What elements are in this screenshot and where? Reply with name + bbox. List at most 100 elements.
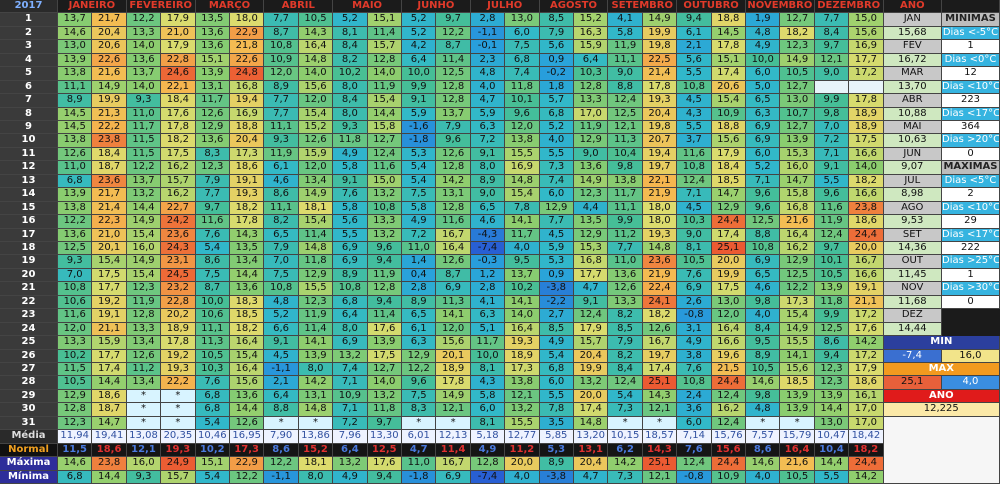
- temp-cell: 11,6: [436, 215, 471, 229]
- temp-cell: 12,0: [505, 121, 540, 135]
- temp-cell: 12,3: [814, 363, 850, 377]
- temp-cell: 17,8: [161, 336, 196, 350]
- temp-cell: 12,9: [539, 201, 574, 216]
- temp-cell: 11,1: [195, 322, 230, 337]
- temp-cell: 11,0: [58, 161, 93, 175]
- temp-cell: 10,7: [780, 107, 815, 121]
- temp-cell: 9,6: [746, 188, 781, 202]
- temp-cell: 9,6: [402, 376, 437, 390]
- day-label: 28: [0, 376, 58, 390]
- side-stat-value: 2: [942, 188, 1000, 202]
- temp-cell: 8,6: [814, 336, 850, 350]
- temp-cell: 9,1: [333, 174, 368, 189]
- temp-cell: 10,1: [505, 94, 540, 108]
- temp-cell: 14,7: [92, 416, 127, 431]
- temp-cell: 18,0: [642, 201, 678, 216]
- summary-cell: 13,30: [367, 430, 402, 444]
- temp-cell: 19,3: [642, 228, 678, 242]
- temp-cell: 17,5: [161, 147, 196, 162]
- temp-cell: 6,0: [746, 67, 781, 81]
- temp-cell: 12,0: [298, 94, 334, 108]
- temp-cell: 13,2: [505, 403, 540, 417]
- temp-cell: -4,3: [470, 228, 506, 242]
- summary-cell: 11,0: [402, 457, 437, 471]
- day-label: 9: [0, 121, 58, 135]
- temp-cell: 6,0: [470, 403, 506, 417]
- temp-cell: 12,6: [436, 147, 471, 162]
- temp-cell: 18,2: [642, 309, 678, 323]
- temp-cell: 4,1: [608, 13, 643, 27]
- temp-cell: 13,9: [814, 282, 850, 296]
- temp-cell: 17,9: [574, 322, 609, 337]
- temp-cell: 9,7: [367, 416, 402, 431]
- temp-cell: 16,2: [161, 161, 196, 175]
- summary-cell: 10,2: [195, 443, 230, 458]
- temp-cell: 9,6: [505, 107, 540, 121]
- max-value: 4,0: [941, 376, 1000, 390]
- temp-cell: 13,8: [58, 134, 93, 148]
- month-header: MAIO: [333, 0, 402, 14]
- temp-cell: 8,8: [608, 80, 643, 95]
- temp-cell: 6,3: [470, 121, 506, 135]
- month-header: JUNHO: [402, 0, 471, 14]
- summary-cell: 15,79: [780, 430, 815, 444]
- day-label: 25: [0, 336, 58, 350]
- side-month: JUL: [883, 174, 942, 189]
- temp-cell: 10,5: [780, 67, 815, 81]
- side-stat-value: 1: [942, 268, 1000, 283]
- side-stat-label: Dias <-5°C: [942, 26, 1000, 41]
- temp-cell: 10,8: [677, 80, 712, 95]
- temp-cell: 13,0: [780, 94, 815, 108]
- month-header: DEZEMBRO: [814, 0, 884, 14]
- temp-cell: 13,3: [608, 295, 643, 310]
- temp-cell: 12,6: [195, 107, 230, 121]
- temp-cell: 4,2: [402, 40, 437, 54]
- temp-cell: 19,3: [642, 94, 678, 108]
- temp-cell: 11,1: [264, 121, 299, 135]
- temp-cell: 16,4: [780, 228, 815, 242]
- temp-cell: 16,0: [126, 242, 162, 256]
- temp-cell: 9,1: [402, 94, 437, 108]
- temp-cell: 9,5: [746, 336, 781, 350]
- temp-cell: 19,3: [230, 188, 265, 202]
- temp-cell: 8,7: [436, 268, 471, 283]
- temp-cell: 7,7: [539, 215, 574, 229]
- temp-cell: 10,8: [677, 376, 712, 390]
- temp-cell: 12,9: [574, 228, 609, 242]
- min-header: MIN: [883, 336, 1000, 350]
- summary-cell: 7,3: [608, 470, 643, 484]
- temp-cell: 14,9: [298, 188, 334, 202]
- temp-cell: 12,1: [814, 53, 850, 68]
- temp-cell: 5,2: [333, 13, 368, 27]
- temp-cell: 14,9: [574, 174, 609, 189]
- temp-cell: 13,6: [195, 134, 230, 148]
- temp-cell: 7,2: [470, 134, 506, 148]
- temp-cell: 17,9: [711, 147, 746, 162]
- temp-cell: 24,5: [161, 268, 196, 283]
- temp-cell: *: [126, 389, 162, 404]
- temp-cell: 18,4: [711, 161, 746, 175]
- temp-cell: 9,6: [746, 201, 781, 216]
- temp-cell: 6,4: [574, 53, 609, 68]
- temp-cell: 10,8: [264, 282, 299, 296]
- temp-cell: 14,5: [711, 26, 746, 41]
- temp-cell: 15,3: [780, 147, 815, 162]
- temp-cell: 17,4: [574, 403, 609, 417]
- temp-cell: 14,4: [126, 201, 162, 216]
- temp-cell: 12,2: [126, 161, 162, 175]
- temp-cell: 20,2: [161, 309, 196, 323]
- temp-cell: 11,1: [264, 201, 299, 216]
- temp-cell: 13,7: [58, 13, 93, 27]
- temp-cell: 13,6: [574, 161, 609, 175]
- temp-cell: 8,7: [195, 282, 230, 296]
- side-month-value: 11,68: [883, 295, 942, 310]
- side-month: DEZ: [883, 309, 942, 323]
- temp-cell: -1,1: [264, 363, 299, 377]
- temp-cell: 13,9: [58, 188, 93, 202]
- temp-cell: 16,4: [230, 336, 265, 350]
- temp-cell: 11,7: [126, 121, 162, 135]
- side-stats-header: MÁXIMAS: [942, 161, 1000, 175]
- temp-cell: 7,2: [814, 134, 850, 148]
- temp-cell: 11,8: [298, 255, 334, 269]
- temp-cell: 12,2: [436, 26, 471, 41]
